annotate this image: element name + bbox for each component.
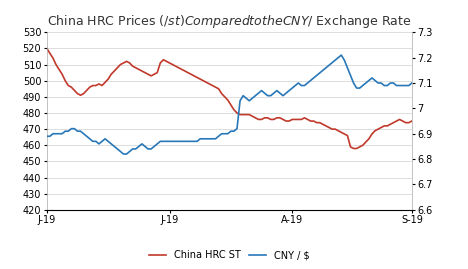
Title: China HRC Prices ($/st) Compared to the CNY / $ Exchange Rate: China HRC Prices ($/st) Compared to the …: [47, 13, 411, 30]
Legend: China HRC ST, CNY / $: China HRC ST, CNY / $: [145, 246, 314, 264]
